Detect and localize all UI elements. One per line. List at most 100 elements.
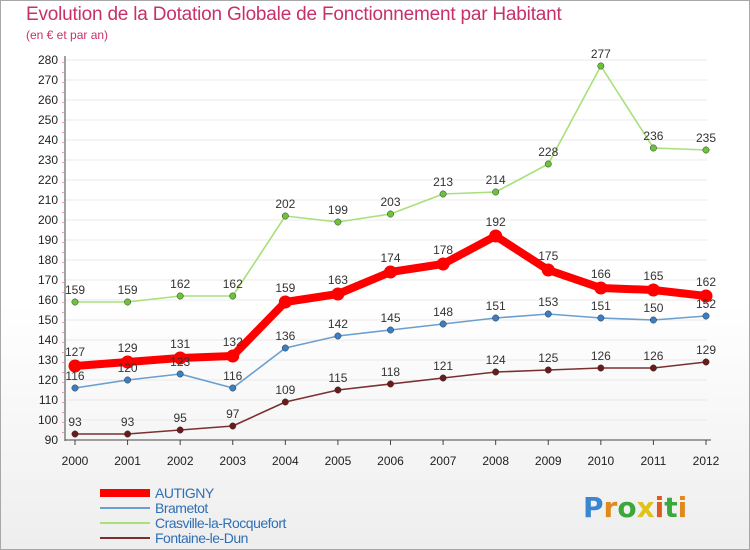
data-label-autigny-2005: 163 <box>328 273 348 287</box>
y-tick-label-220: 220 <box>38 173 58 187</box>
y-tick-label-110: 110 <box>39 393 58 407</box>
data-label-crasville-la-rocquefort-2004: 202 <box>275 197 295 211</box>
data-label-brametot-2002: 123 <box>170 355 190 369</box>
data-label-crasville-la-rocquefort-2010: 277 <box>591 47 611 61</box>
point-brametot-2009 <box>544 310 552 318</box>
y-tick-label-120: 120 <box>38 373 58 387</box>
data-label-brametot-2003: 116 <box>223 369 242 383</box>
x-tick-label-2007: 2007 <box>430 454 457 468</box>
data-label-brametot-2004: 136 <box>275 329 295 343</box>
point-brametot-2001 <box>124 376 132 384</box>
data-label-fontaine-le-dun-2007: 121 <box>433 359 453 373</box>
point-fontaine-le-dun-2012 <box>702 358 710 366</box>
data-label-crasville-la-rocquefort-2002: 162 <box>170 277 190 291</box>
point-brametot-2006 <box>387 326 394 334</box>
point-autigny-2005 <box>331 287 345 301</box>
point-crasville-la-rocquefort-2000 <box>71 298 79 306</box>
x-tick-label-2004: 2004 <box>272 454 299 468</box>
point-fontaine-le-dun-2005 <box>334 386 342 394</box>
y-tick-label-140: 140 <box>38 333 58 347</box>
data-label-fontaine-le-dun-2008: 124 <box>486 353 506 367</box>
data-label-brametot-2000: 116 <box>65 369 84 383</box>
point-fontaine-le-dun-2007 <box>439 374 447 382</box>
y-tick-label-230: 230 <box>38 153 58 167</box>
data-label-crasville-la-rocquefort-2001: 159 <box>118 283 138 297</box>
y-tick-label-200: 200 <box>38 213 58 227</box>
point-autigny-2002 <box>173 351 187 365</box>
x-tick-label-2003: 2003 <box>219 454 246 468</box>
data-label-crasville-la-rocquefort-2006: 203 <box>380 195 400 209</box>
data-label-autigny-2008: 192 <box>486 215 506 229</box>
point-fontaine-le-dun-2011 <box>649 364 657 372</box>
data-label-fontaine-le-dun-2009: 125 <box>538 351 558 365</box>
data-label-brametot-2012: 152 <box>696 297 716 311</box>
point-brametot-2003 <box>229 384 237 392</box>
point-fontaine-le-dun-2008 <box>492 368 500 376</box>
point-brametot-2007 <box>439 320 447 328</box>
data-label-brametot-2010: 151 <box>591 299 611 313</box>
data-label-fontaine-le-dun-2011: 126 <box>643 349 663 363</box>
point-crasville-la-rocquefort-2008 <box>492 188 500 196</box>
legend-swatch-fontaine <box>100 537 150 539</box>
data-label-crasville-la-rocquefort-2008: 214 <box>486 173 506 187</box>
point-fontaine-le-dun-2010 <box>597 364 605 372</box>
y-tick-label-250: 250 <box>38 113 58 127</box>
point-crasville-la-rocquefort-2005 <box>334 218 342 226</box>
legend-swatch-crasville <box>100 522 150 524</box>
x-tick-label-2008: 2008 <box>482 454 509 468</box>
y-tick-label-130: 130 <box>38 353 58 367</box>
y-tick-label-210: 210 <box>38 193 58 207</box>
point-crasville-la-rocquefort-2001 <box>124 298 132 306</box>
data-label-autigny-2003: 132 <box>223 335 243 349</box>
x-tick-label-2010: 2010 <box>587 454 614 468</box>
data-label-fontaine-le-dun-2005: 115 <box>328 371 347 385</box>
chart-title: Evolution de la Dotation Globale de Fonc… <box>26 4 562 25</box>
point-autigny-2010 <box>594 281 608 295</box>
data-label-fontaine-le-dun-2010: 126 <box>591 349 611 363</box>
legend-swatch-brametot <box>100 507 150 509</box>
y-tick-label-190: 190 <box>38 233 58 247</box>
point-fontaine-le-dun-2003 <box>229 422 237 430</box>
point-crasville-la-rocquefort-2003 <box>229 292 237 300</box>
y-tick-label-240: 240 <box>38 133 58 147</box>
point-crasville-la-rocquefort-2006 <box>387 210 394 218</box>
point-crasville-la-rocquefort-2007 <box>439 190 447 198</box>
point-autigny-2000 <box>68 359 82 373</box>
point-autigny-2007 <box>436 257 450 271</box>
data-label-fontaine-le-dun-2006: 118 <box>381 365 400 379</box>
data-label-crasville-la-rocquefort-2007: 213 <box>433 175 453 189</box>
data-label-crasville-la-rocquefort-2011: 236 <box>643 129 663 143</box>
data-label-autigny-2010: 166 <box>591 267 611 281</box>
y-tick-label-260: 260 <box>38 93 58 107</box>
chart-subtitle: (en € et par an) <box>26 28 109 42</box>
point-brametot-2005 <box>334 332 342 340</box>
x-tick-label-2001: 2001 <box>114 454 141 468</box>
point-crasville-la-rocquefort-2012 <box>702 146 710 154</box>
point-fontaine-le-dun-2002 <box>176 426 184 434</box>
data-label-brametot-2008: 151 <box>486 299 506 313</box>
data-label-crasville-la-rocquefort-2003: 162 <box>223 277 243 291</box>
data-label-fontaine-le-dun-2012: 129 <box>696 343 716 357</box>
point-brametot-2000 <box>71 384 79 392</box>
point-crasville-la-rocquefort-2002 <box>176 292 184 300</box>
data-label-brametot-2011: 150 <box>643 301 663 315</box>
x-tick-label-2011: 2011 <box>641 454 667 468</box>
data-label-brametot-2005: 142 <box>328 317 348 331</box>
y-tick-label-270: 270 <box>38 73 58 87</box>
point-brametot-2012 <box>702 312 710 320</box>
y-tick-label-100: 100 <box>38 413 58 427</box>
legend-label-autigny: AUTIGNY <box>155 485 214 501</box>
point-autigny-2009 <box>541 263 555 277</box>
data-label-crasville-la-rocquefort-2005: 199 <box>328 203 348 217</box>
data-label-brametot-2006: 145 <box>380 311 400 325</box>
y-tick-label-150: 150 <box>38 313 58 327</box>
x-tick-label-2012: 2012 <box>693 454 720 468</box>
x-tick-label-2005: 2005 <box>325 454 352 468</box>
data-label-brametot-2009: 153 <box>538 295 558 309</box>
point-brametot-2010 <box>597 314 605 322</box>
point-brametot-2011 <box>649 316 657 324</box>
data-label-crasville-la-rocquefort-2000: 159 <box>65 283 85 297</box>
point-autigny-2003 <box>226 349 240 363</box>
point-fontaine-le-dun-2001 <box>124 430 132 438</box>
point-fontaine-le-dun-2000 <box>71 430 79 438</box>
